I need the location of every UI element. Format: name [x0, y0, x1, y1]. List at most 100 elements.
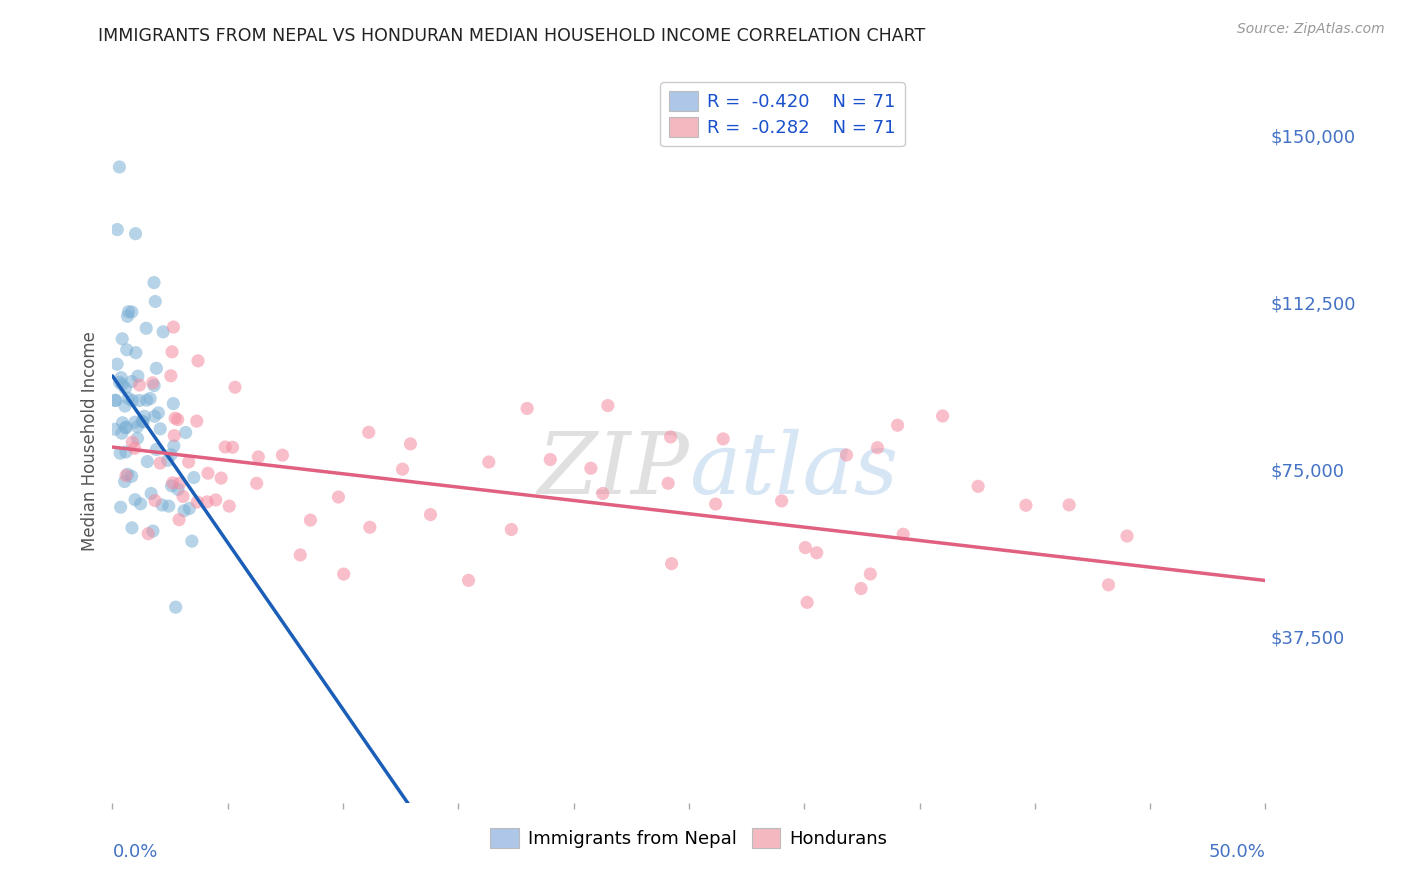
Point: [165, 600, 187, 615]
Point: [121, 393, 143, 408]
Point: [128, 393, 150, 408]
Point: [167, 513, 190, 527]
Point: [104, 422, 127, 436]
Point: [596, 399, 619, 413]
Text: IMMIGRANTS FROM NEPAL VS HONDURAN MEDIAN HOUSEHOLD INCOME CORRELATION CHART: IMMIGRANTS FROM NEPAL VS HONDURAN MEDIAN…: [98, 27, 925, 45]
Point: [115, 343, 138, 357]
Point: [129, 497, 152, 511]
Point: [135, 393, 157, 408]
Point: [160, 448, 183, 462]
Point: [290, 548, 312, 562]
Point: [704, 497, 727, 511]
Point: [121, 375, 143, 389]
Point: [179, 501, 201, 516]
Point: [148, 406, 170, 420]
Point: [849, 582, 872, 596]
Point: [121, 521, 143, 535]
Point: [183, 470, 205, 484]
Point: [271, 448, 294, 462]
Point: [160, 368, 183, 383]
Point: [1116, 529, 1139, 543]
Point: [659, 430, 682, 444]
Point: [806, 546, 828, 560]
Point: [214, 440, 236, 454]
Point: [538, 452, 561, 467]
Point: [711, 432, 734, 446]
Point: [136, 454, 159, 468]
Point: [204, 492, 226, 507]
Point: [115, 445, 138, 459]
Point: [127, 419, 149, 434]
Point: [419, 508, 441, 522]
Point: [117, 304, 139, 318]
Point: [162, 320, 184, 334]
Point: [121, 305, 143, 319]
Point: [111, 426, 134, 441]
Point: [105, 222, 128, 236]
Point: [391, 462, 413, 476]
Point: [124, 415, 146, 429]
Text: ZIP: ZIP: [537, 429, 689, 512]
Point: [457, 574, 479, 588]
Point: [195, 495, 218, 509]
Point: [143, 294, 166, 309]
Point: [579, 461, 602, 475]
Point: [169, 476, 191, 491]
Point: [134, 409, 156, 424]
Point: [516, 401, 538, 416]
Point: [142, 524, 165, 538]
Point: [162, 475, 184, 490]
Point: [172, 490, 194, 504]
Point: [139, 392, 162, 406]
Point: [152, 325, 174, 339]
Point: [139, 486, 162, 500]
Point: [114, 399, 136, 413]
Point: [105, 357, 128, 371]
Point: [132, 415, 155, 429]
Text: 0.0%: 0.0%: [112, 843, 157, 861]
Point: [114, 475, 136, 489]
Point: [866, 441, 889, 455]
Point: [796, 595, 818, 609]
Point: [1015, 498, 1038, 512]
Point: [114, 381, 136, 395]
Point: [1097, 578, 1119, 592]
Point: [108, 376, 131, 390]
Point: [111, 332, 134, 346]
Point: [121, 435, 143, 450]
Point: [246, 476, 269, 491]
Point: [127, 369, 149, 384]
Point: [218, 499, 240, 513]
Point: [124, 227, 146, 241]
Text: 50.0%: 50.0%: [1209, 843, 1265, 861]
Point: [104, 393, 127, 408]
Point: [187, 354, 209, 368]
Point: [117, 391, 139, 405]
Point: [835, 448, 858, 462]
Legend: Immigrants from Nepal, Hondurans: Immigrants from Nepal, Hondurans: [484, 821, 894, 855]
Point: [209, 471, 232, 485]
Point: [136, 526, 159, 541]
Point: [110, 500, 132, 515]
Point: [145, 442, 167, 457]
Text: atlas: atlas: [689, 429, 898, 512]
Point: [931, 409, 953, 423]
Point: [111, 416, 134, 430]
Point: [478, 455, 501, 469]
Point: [770, 494, 793, 508]
Point: [117, 310, 139, 324]
Point: [157, 499, 180, 513]
Point: [163, 428, 186, 442]
Point: [121, 469, 143, 483]
Point: [174, 425, 197, 440]
Point: [145, 361, 167, 376]
Point: [197, 467, 219, 481]
Point: [657, 476, 679, 491]
Point: [110, 370, 132, 384]
Point: [117, 467, 139, 482]
Point: [142, 376, 165, 390]
Point: [794, 541, 817, 555]
Point: [160, 479, 183, 493]
Point: [328, 490, 350, 504]
Point: [150, 498, 173, 512]
